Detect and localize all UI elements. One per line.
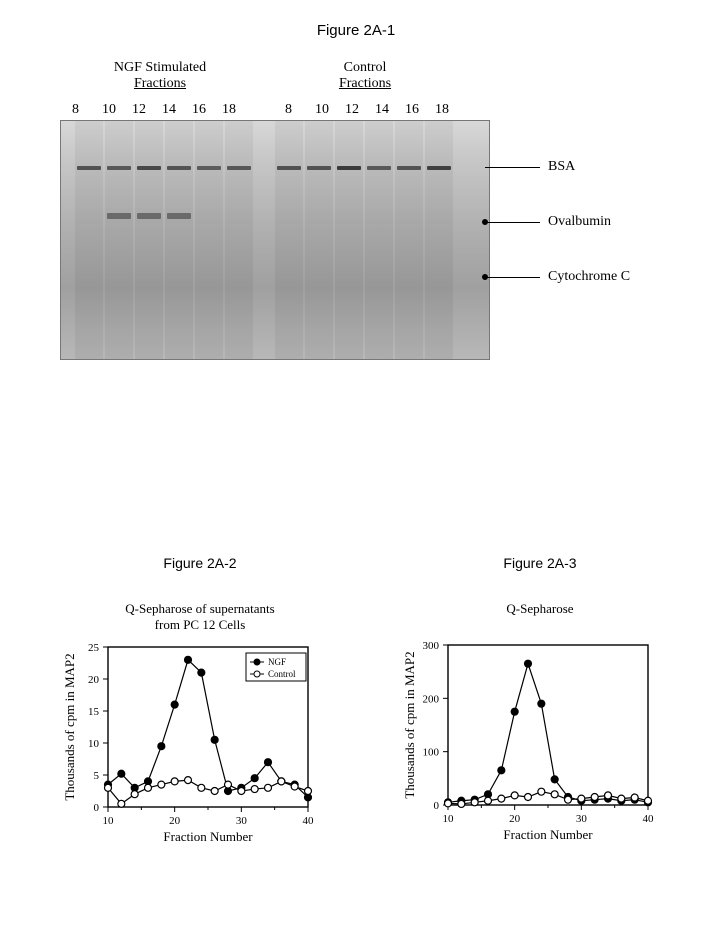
svg-text:20: 20 bbox=[169, 815, 181, 827]
lane-number: 8 bbox=[285, 102, 292, 118]
svg-text:30: 30 bbox=[236, 815, 248, 827]
svg-text:10: 10 bbox=[443, 813, 455, 825]
svg-text:100: 100 bbox=[423, 747, 440, 759]
gel-left-header-l2: Fractions bbox=[70, 76, 250, 92]
chart-2a3-title-l1: Q-Sepharose bbox=[400, 601, 680, 617]
svg-text:Fraction Number: Fraction Number bbox=[163, 829, 253, 844]
lane-number: 14 bbox=[162, 102, 176, 118]
chart-2a3-section: Figure 2A-3 Q-Sepharose 10 20 30 40 0 100 200 3… bbox=[400, 555, 680, 845]
svg-text:Thousands of cpm in MAP2: Thousands of cpm in MAP2 bbox=[402, 651, 417, 798]
figure-2a1-title: Figure 2A-1 bbox=[0, 22, 712, 39]
lane-number: 10 bbox=[315, 102, 329, 118]
svg-text:40: 40 bbox=[643, 813, 655, 825]
gel-left-header: NGF Stimulated Fractions bbox=[70, 60, 250, 92]
gel-right-header: Control Fractions bbox=[285, 60, 445, 92]
svg-text:20: 20 bbox=[88, 674, 100, 686]
svg-text:300: 300 bbox=[423, 640, 440, 652]
lane-number: 16 bbox=[405, 102, 419, 118]
svg-text:0: 0 bbox=[94, 802, 100, 814]
gel-image bbox=[60, 120, 490, 360]
lane-number: 18 bbox=[435, 102, 449, 118]
lane-number: 14 bbox=[375, 102, 389, 118]
chart-2a2-plot: 10 20 30 40 0 5 10 15 20 25 Fraction Number Thousan… bbox=[60, 637, 320, 847]
svg-text:NGF: NGF bbox=[268, 657, 286, 667]
marker-label: BSA bbox=[548, 159, 575, 175]
svg-text:10: 10 bbox=[103, 815, 115, 827]
gel-right-header-l2: Fractions bbox=[285, 76, 445, 92]
chart-2a2-title-l2: from PC 12 Cells bbox=[60, 617, 340, 633]
lane-number: 8 bbox=[72, 102, 79, 118]
lane-number: 18 bbox=[222, 102, 236, 118]
figure-2a2-title: Figure 2A-2 bbox=[60, 555, 340, 571]
svg-text:20: 20 bbox=[509, 813, 521, 825]
lane-number: 12 bbox=[345, 102, 359, 118]
lane-number: 16 bbox=[192, 102, 206, 118]
gel-lane-labels-right: 8 10 12 14 16 18 bbox=[265, 102, 485, 120]
svg-text:25: 25 bbox=[88, 642, 100, 654]
gel-panel: NGF Stimulated Fractions Control Fractio… bbox=[50, 60, 670, 118]
svg-text:30: 30 bbox=[576, 813, 588, 825]
gel-right-header-l1: Control bbox=[285, 60, 445, 76]
gel-lane-labels-left: 8 10 12 14 16 18 bbox=[50, 102, 270, 120]
svg-text:0: 0 bbox=[434, 800, 440, 812]
chart-2a2-title-l1: Q-Sepharose of supernatants bbox=[60, 601, 340, 617]
marker-label: Cytochrome C bbox=[548, 269, 630, 285]
gel-left-header-l1: NGF Stimulated bbox=[70, 60, 250, 76]
marker-label: Ovalbumin bbox=[548, 214, 611, 230]
lane-number: 12 bbox=[132, 102, 146, 118]
svg-text:10: 10 bbox=[88, 738, 100, 750]
svg-text:40: 40 bbox=[303, 815, 315, 827]
chart-2a2-section: Figure 2A-2 Q-Sepharose of supernatants … bbox=[60, 555, 340, 847]
svg-text:200: 200 bbox=[423, 693, 440, 705]
chart-2a3-plot: 10 20 30 40 0 100 200 300 Fraction Number Thousan… bbox=[400, 635, 660, 845]
svg-text:Control: Control bbox=[268, 669, 296, 679]
svg-text:Fraction Number: Fraction Number bbox=[503, 827, 593, 842]
figure-2a3-title: Figure 2A-3 bbox=[400, 555, 680, 571]
svg-text:15: 15 bbox=[88, 706, 100, 718]
lane-number: 10 bbox=[102, 102, 116, 118]
svg-text:5: 5 bbox=[94, 770, 100, 782]
svg-text:Thousands of cpm in MAP2: Thousands of cpm in MAP2 bbox=[62, 653, 77, 800]
